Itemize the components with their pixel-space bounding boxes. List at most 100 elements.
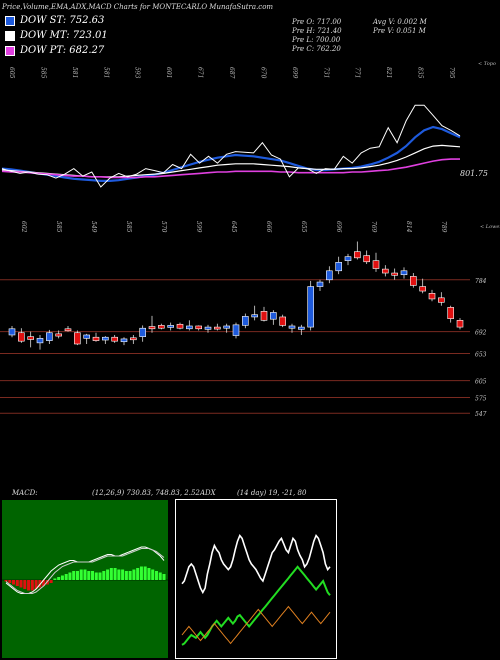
legend-label-pt: DOW PT: 682.27 bbox=[20, 45, 105, 56]
candle-body bbox=[344, 256, 352, 261]
macd-histogram-bar bbox=[4, 580, 8, 582]
candle-body bbox=[279, 316, 286, 326]
candle-body bbox=[307, 286, 314, 328]
candle-body bbox=[270, 312, 277, 320]
candle-body bbox=[447, 307, 454, 319]
macd-histogram-bar bbox=[98, 572, 102, 580]
macd-histogram-bar bbox=[79, 569, 83, 580]
candle-body bbox=[139, 327, 146, 337]
ema-top-label: 771 bbox=[354, 67, 361, 78]
adx-minus-di-line bbox=[181, 605, 331, 645]
candle-body bbox=[363, 255, 370, 263]
stat-prev-open: Pre O: 717.00 bbox=[292, 18, 342, 26]
legend-dow-pt: DOW PT: 682.27 bbox=[5, 45, 104, 56]
price-level-label: 605 bbox=[475, 379, 487, 386]
legend-swatch-st bbox=[5, 15, 15, 26]
macd-histogram-bar bbox=[83, 569, 87, 580]
candle-body bbox=[419, 286, 426, 292]
ema-top-label: 601 bbox=[165, 67, 172, 78]
candle-body bbox=[316, 281, 324, 287]
candle-corner-label: < Lower bbox=[480, 224, 500, 230]
legend-label-st: DOW ST: 752.63 bbox=[20, 15, 105, 26]
macd-histogram-bar bbox=[23, 580, 27, 589]
candle-body bbox=[36, 338, 44, 344]
candle-body bbox=[176, 323, 184, 329]
candle-body bbox=[204, 326, 212, 330]
candle-top-label: 814 bbox=[405, 221, 412, 233]
candle-body bbox=[223, 325, 230, 329]
candlestick-chart: 602 585 549 585 570 599 645 666 655 696 769 814 789 <… bbox=[0, 221, 500, 418]
ema-top-label: 581 bbox=[71, 67, 78, 78]
candle-body bbox=[186, 325, 193, 330]
candle-body bbox=[251, 314, 258, 318]
macd-histogram-bar bbox=[75, 571, 79, 580]
candle-body bbox=[195, 325, 202, 330]
candle-body bbox=[55, 333, 62, 337]
candle-body bbox=[64, 328, 72, 332]
macd-histogram-bar bbox=[38, 580, 42, 588]
macd-histogram-bar bbox=[147, 568, 151, 580]
macd-histogram-bar bbox=[19, 580, 23, 588]
candle-body bbox=[260, 311, 268, 321]
macd-histogram-bar bbox=[72, 571, 76, 580]
candle-body bbox=[92, 336, 100, 341]
macd-histogram-bar bbox=[113, 568, 117, 580]
candle-body bbox=[18, 332, 25, 342]
candle-body bbox=[111, 336, 118, 342]
candle-top-label: 696 bbox=[335, 221, 342, 233]
macd-chart bbox=[2, 500, 168, 658]
candle-top-label: 655 bbox=[300, 221, 307, 233]
ema-line-st bbox=[1, 125, 461, 183]
macd-histogram-bar bbox=[34, 580, 38, 589]
stat-prev-high: Pre H: 721.40 bbox=[292, 27, 342, 35]
candle-body bbox=[148, 326, 156, 330]
candle-body bbox=[214, 326, 221, 330]
macd-histogram-bar bbox=[143, 566, 147, 580]
candle-top-label: 602 bbox=[20, 221, 27, 233]
chart-title: Price,Volume,EMA,ADX,MACD Charts for MON… bbox=[2, 3, 274, 11]
macd-histogram-bar bbox=[15, 580, 19, 586]
ema-top-label: 671 bbox=[197, 67, 204, 78]
macd-histogram-bar bbox=[102, 571, 106, 580]
legend-swatch-pt bbox=[5, 45, 15, 56]
legend-dow-st: DOW ST: 752.63 bbox=[5, 15, 104, 26]
macd-histogram-bar bbox=[106, 569, 110, 580]
macd-histogram-bar bbox=[162, 574, 166, 580]
ema-top-label: 795 bbox=[448, 67, 455, 79]
ema-line-pt bbox=[1, 158, 460, 179]
legend-swatch-mt bbox=[5, 30, 15, 41]
ema-top-label: 699 bbox=[291, 67, 298, 79]
macd-histogram-bar bbox=[68, 572, 72, 580]
candle-body bbox=[400, 270, 408, 276]
macd-histogram-bar bbox=[158, 572, 162, 580]
ema-top-label: 581 bbox=[102, 67, 109, 78]
candle-top-label: 549 bbox=[90, 221, 97, 233]
ema-chart: 605 585 581 581 593 601 671 687 670 699 731 771 821 8… bbox=[1, 61, 496, 188]
macd-values: (12,26,9) 730.83, 748.83, 2.52 bbox=[92, 489, 200, 497]
stat-prev-close: Pre C: 762.20 bbox=[292, 45, 341, 53]
candle-top-label: 599 bbox=[195, 221, 202, 233]
ema-corner-label: < Topo bbox=[478, 61, 496, 67]
candle-body bbox=[372, 260, 380, 269]
ema-top-label: 605 bbox=[8, 67, 15, 79]
ema-top-label: 821 bbox=[385, 67, 392, 78]
candle-body bbox=[438, 297, 445, 303]
adx-line bbox=[181, 534, 331, 595]
candle-body bbox=[456, 320, 464, 328]
macd-histogram-bar bbox=[94, 572, 98, 580]
macd-label: MACD: bbox=[12, 489, 38, 497]
macd-histogram-bar bbox=[60, 575, 64, 580]
candle-body bbox=[410, 276, 417, 286]
candle-body bbox=[298, 326, 305, 330]
price-level-label: 784 bbox=[475, 278, 487, 285]
ema-top-label: 835 bbox=[417, 67, 424, 79]
ema-top-label: 593 bbox=[134, 67, 141, 79]
stat-prev-volume: Pre V: 0.051 M bbox=[373, 27, 426, 35]
macd-histogram-bar bbox=[139, 566, 143, 580]
macd-histogram-bar bbox=[121, 569, 125, 580]
macd-histogram-bar bbox=[128, 571, 132, 580]
price-level-label: 547 bbox=[475, 411, 487, 418]
macd-histogram-bar bbox=[49, 580, 53, 583]
adx-label: ADX bbox=[200, 489, 216, 497]
candle-top-label: 789 bbox=[440, 221, 447, 233]
